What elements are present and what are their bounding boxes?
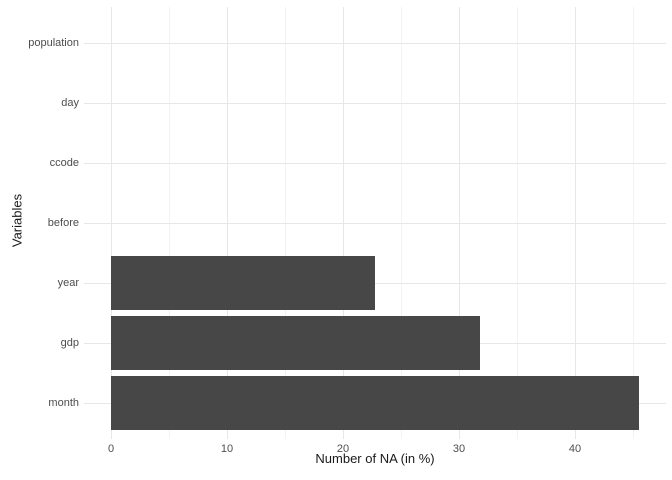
y-tick-label-month: month: [48, 397, 79, 409]
x-tick-label-40: 40: [568, 443, 582, 455]
y-tick-label-population: population: [28, 37, 79, 49]
gridline-row-ccode: [84, 163, 666, 164]
bar-gdp: [111, 316, 480, 370]
plot-panel: [84, 7, 666, 439]
x-tick-label-10: 10: [220, 443, 234, 455]
x-tick-label-30: 30: [452, 443, 466, 455]
x-tick-label-20: 20: [336, 443, 350, 455]
y-tick-label-gdp: gdp: [60, 337, 79, 349]
y-tick-label-day: day: [61, 97, 79, 109]
bar-year: [111, 256, 376, 310]
y-tick-label-before: before: [47, 217, 79, 229]
bar-month: [111, 376, 639, 430]
y-tick-label-year: year: [57, 277, 79, 289]
gridline-row-day: [84, 103, 666, 104]
gridline-row-before: [84, 223, 666, 224]
y-tick-label-ccode: ccode: [49, 157, 79, 169]
y-axis-title: Variables: [9, 193, 25, 248]
x-axis-title: Number of NA (in %): [315, 451, 435, 466]
x-tick-label-0: 0: [107, 443, 115, 455]
gridline-row-population: [84, 43, 666, 44]
